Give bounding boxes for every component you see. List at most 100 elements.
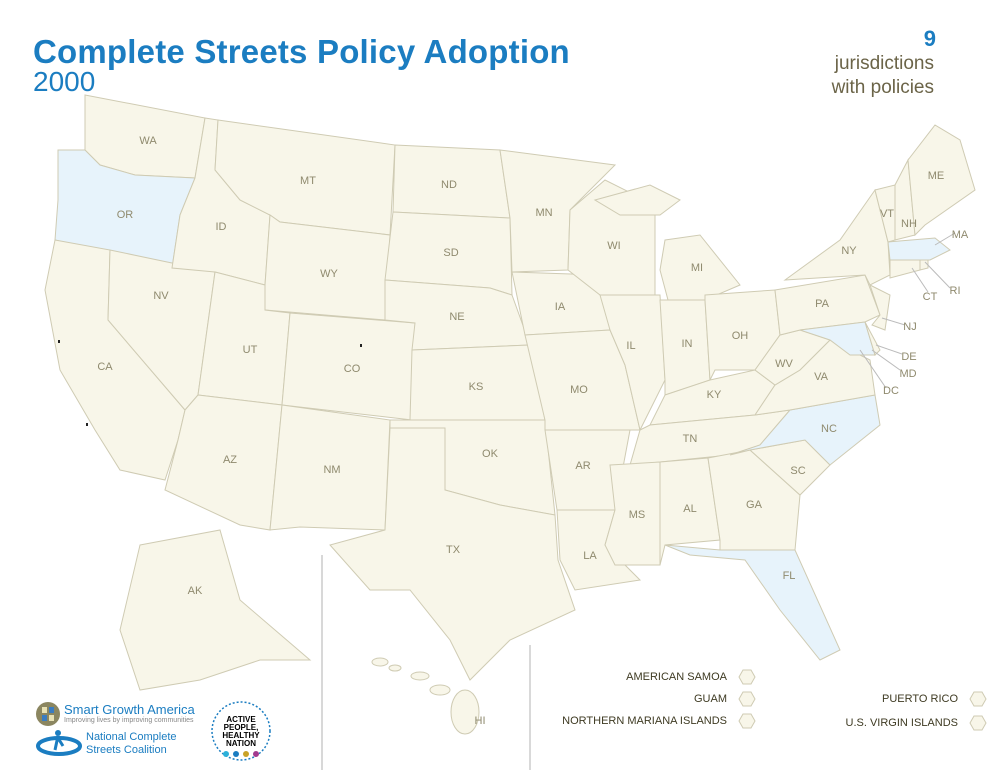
state-nm[interactable] <box>269 404 391 531</box>
city-policy-marker <box>86 423 88 426</box>
state-mi[interactable] <box>593 184 681 216</box>
state-label-wv: WV <box>775 358 793 370</box>
state-me[interactable] <box>907 124 976 237</box>
svg-text:HEALTHY: HEALTHY <box>222 731 260 740</box>
state-label-dc: DC <box>883 385 899 397</box>
state-fl[interactable] <box>664 544 841 661</box>
state-label-nj: NJ <box>903 321 916 333</box>
state-label-co: CO <box>344 363 361 375</box>
territory-guam[interactable] <box>738 691 756 707</box>
state-label-ms: MS <box>629 509 646 521</box>
territory-label: GUAM <box>694 693 727 705</box>
state-md[interactable] <box>799 321 876 356</box>
state-label-wy: WY <box>320 268 338 280</box>
svg-text:ACTIVE: ACTIVE <box>226 715 256 724</box>
leader-line <box>934 232 956 246</box>
leader-line <box>924 261 951 289</box>
territory-u.s.-virgin-islands[interactable] <box>969 715 987 731</box>
count-label-line1: jurisdictions <box>834 53 934 74</box>
state-label-vt: VT <box>880 208 894 220</box>
state-label-tx: TX <box>446 544 461 556</box>
state-label-sd: SD <box>443 247 458 259</box>
state-al[interactable] <box>659 457 721 566</box>
state-label-ga: GA <box>746 499 763 511</box>
jurisdiction-count: 9 <box>923 26 936 51</box>
city-policy-marker <box>58 340 60 343</box>
sga-tagline: Improving lives by improving communities <box>64 717 194 724</box>
territory-american-samoa[interactable] <box>738 669 756 685</box>
state-label-ny: NY <box>841 245 857 257</box>
state-ny[interactable] <box>783 188 891 286</box>
year-label: 2000 <box>33 66 96 97</box>
state-hi[interactable] <box>450 689 480 735</box>
territory-label: NORTHERN MARIANA ISLANDS <box>562 715 727 727</box>
apn-seal: ACTIVE PEOPLE, HEALTHY NATION <box>211 701 271 761</box>
state-label-il: IL <box>626 340 635 352</box>
state-hi[interactable] <box>410 671 430 681</box>
state-label-wi: WI <box>607 240 620 252</box>
state-label-nc: NC <box>821 423 837 435</box>
state-label-wa: WA <box>139 135 157 147</box>
leader-line <box>875 344 903 355</box>
state-label-la: LA <box>583 550 597 562</box>
svg-text:NATION: NATION <box>226 739 256 748</box>
state-label-fl: FL <box>783 570 796 582</box>
state-label-nh: NH <box>901 218 917 230</box>
state-label-de: DE <box>901 351 916 363</box>
state-label-ky: KY <box>707 389 722 401</box>
state-label-pa: PA <box>815 298 830 310</box>
state-label-ri: RI <box>950 285 961 297</box>
state-ma[interactable] <box>887 237 951 261</box>
city-policy-marker <box>360 344 362 347</box>
state-label-mo: MO <box>570 384 588 396</box>
state-label-az: AZ <box>223 454 237 466</box>
state-label-ia: IA <box>555 301 566 313</box>
state-label-al: AL <box>683 503 696 515</box>
state-hi[interactable] <box>429 684 451 696</box>
state-label-me: ME <box>928 170 945 182</box>
state-label-ut: UT <box>243 344 258 356</box>
state-ct[interactable] <box>889 257 921 279</box>
sga-logo-icon <box>36 702 60 726</box>
state-label-ne: NE <box>449 311 464 323</box>
jurisdiction-count-label: jurisdictions with policies <box>832 52 934 100</box>
sga-name: Smart Growth America <box>64 702 195 717</box>
state-label-oh: OH <box>732 330 749 342</box>
state-label-sc: SC <box>790 465 805 477</box>
state-label-nv: NV <box>153 290 169 302</box>
territory-label: AMERICAN SAMOA <box>626 671 727 683</box>
state-label-hi: HI <box>475 715 486 727</box>
state-label-ca: CA <box>97 361 113 373</box>
state-label-ct: CT <box>923 291 938 303</box>
territory-puerto-rico[interactable] <box>969 691 987 707</box>
state-hi[interactable] <box>388 664 402 672</box>
ncsc-line2: Streets Coalition <box>86 744 167 756</box>
territory-northern-mariana-islands[interactable] <box>738 713 756 729</box>
ncsc-line1: National Complete <box>86 731 177 743</box>
leader-line <box>859 349 887 389</box>
state-tx[interactable] <box>329 427 576 681</box>
count-label-line2: with policies <box>831 77 934 98</box>
leader-line <box>881 317 906 326</box>
state-de[interactable] <box>864 321 881 356</box>
svg-text:PEOPLE,: PEOPLE, <box>224 723 259 732</box>
leader-line <box>911 267 929 293</box>
territory-label: U.S. VIRGIN ISLANDS <box>845 717 958 729</box>
state-label-nd: ND <box>441 179 457 191</box>
state-label-va: VA <box>814 371 829 383</box>
leader-line <box>871 349 901 371</box>
state-label-ma: MA <box>952 229 969 241</box>
state-label-ks: KS <box>469 381 484 393</box>
state-ak[interactable] <box>119 529 312 691</box>
state-label-mt: MT <box>300 175 316 187</box>
state-label-id: ID <box>216 221 227 233</box>
state-hi[interactable] <box>371 657 389 667</box>
state-label-tn: TN <box>683 433 698 445</box>
state-label-nm: NM <box>323 464 340 476</box>
active-people-healthy-nation-logo: ACTIVE PEOPLE, HEALTHY NATION <box>210 700 272 762</box>
state-nc[interactable] <box>729 394 881 466</box>
pedestrian-icon <box>36 730 82 756</box>
state-label-ok: OK <box>482 448 499 460</box>
state-label-or: OR <box>117 209 134 221</box>
